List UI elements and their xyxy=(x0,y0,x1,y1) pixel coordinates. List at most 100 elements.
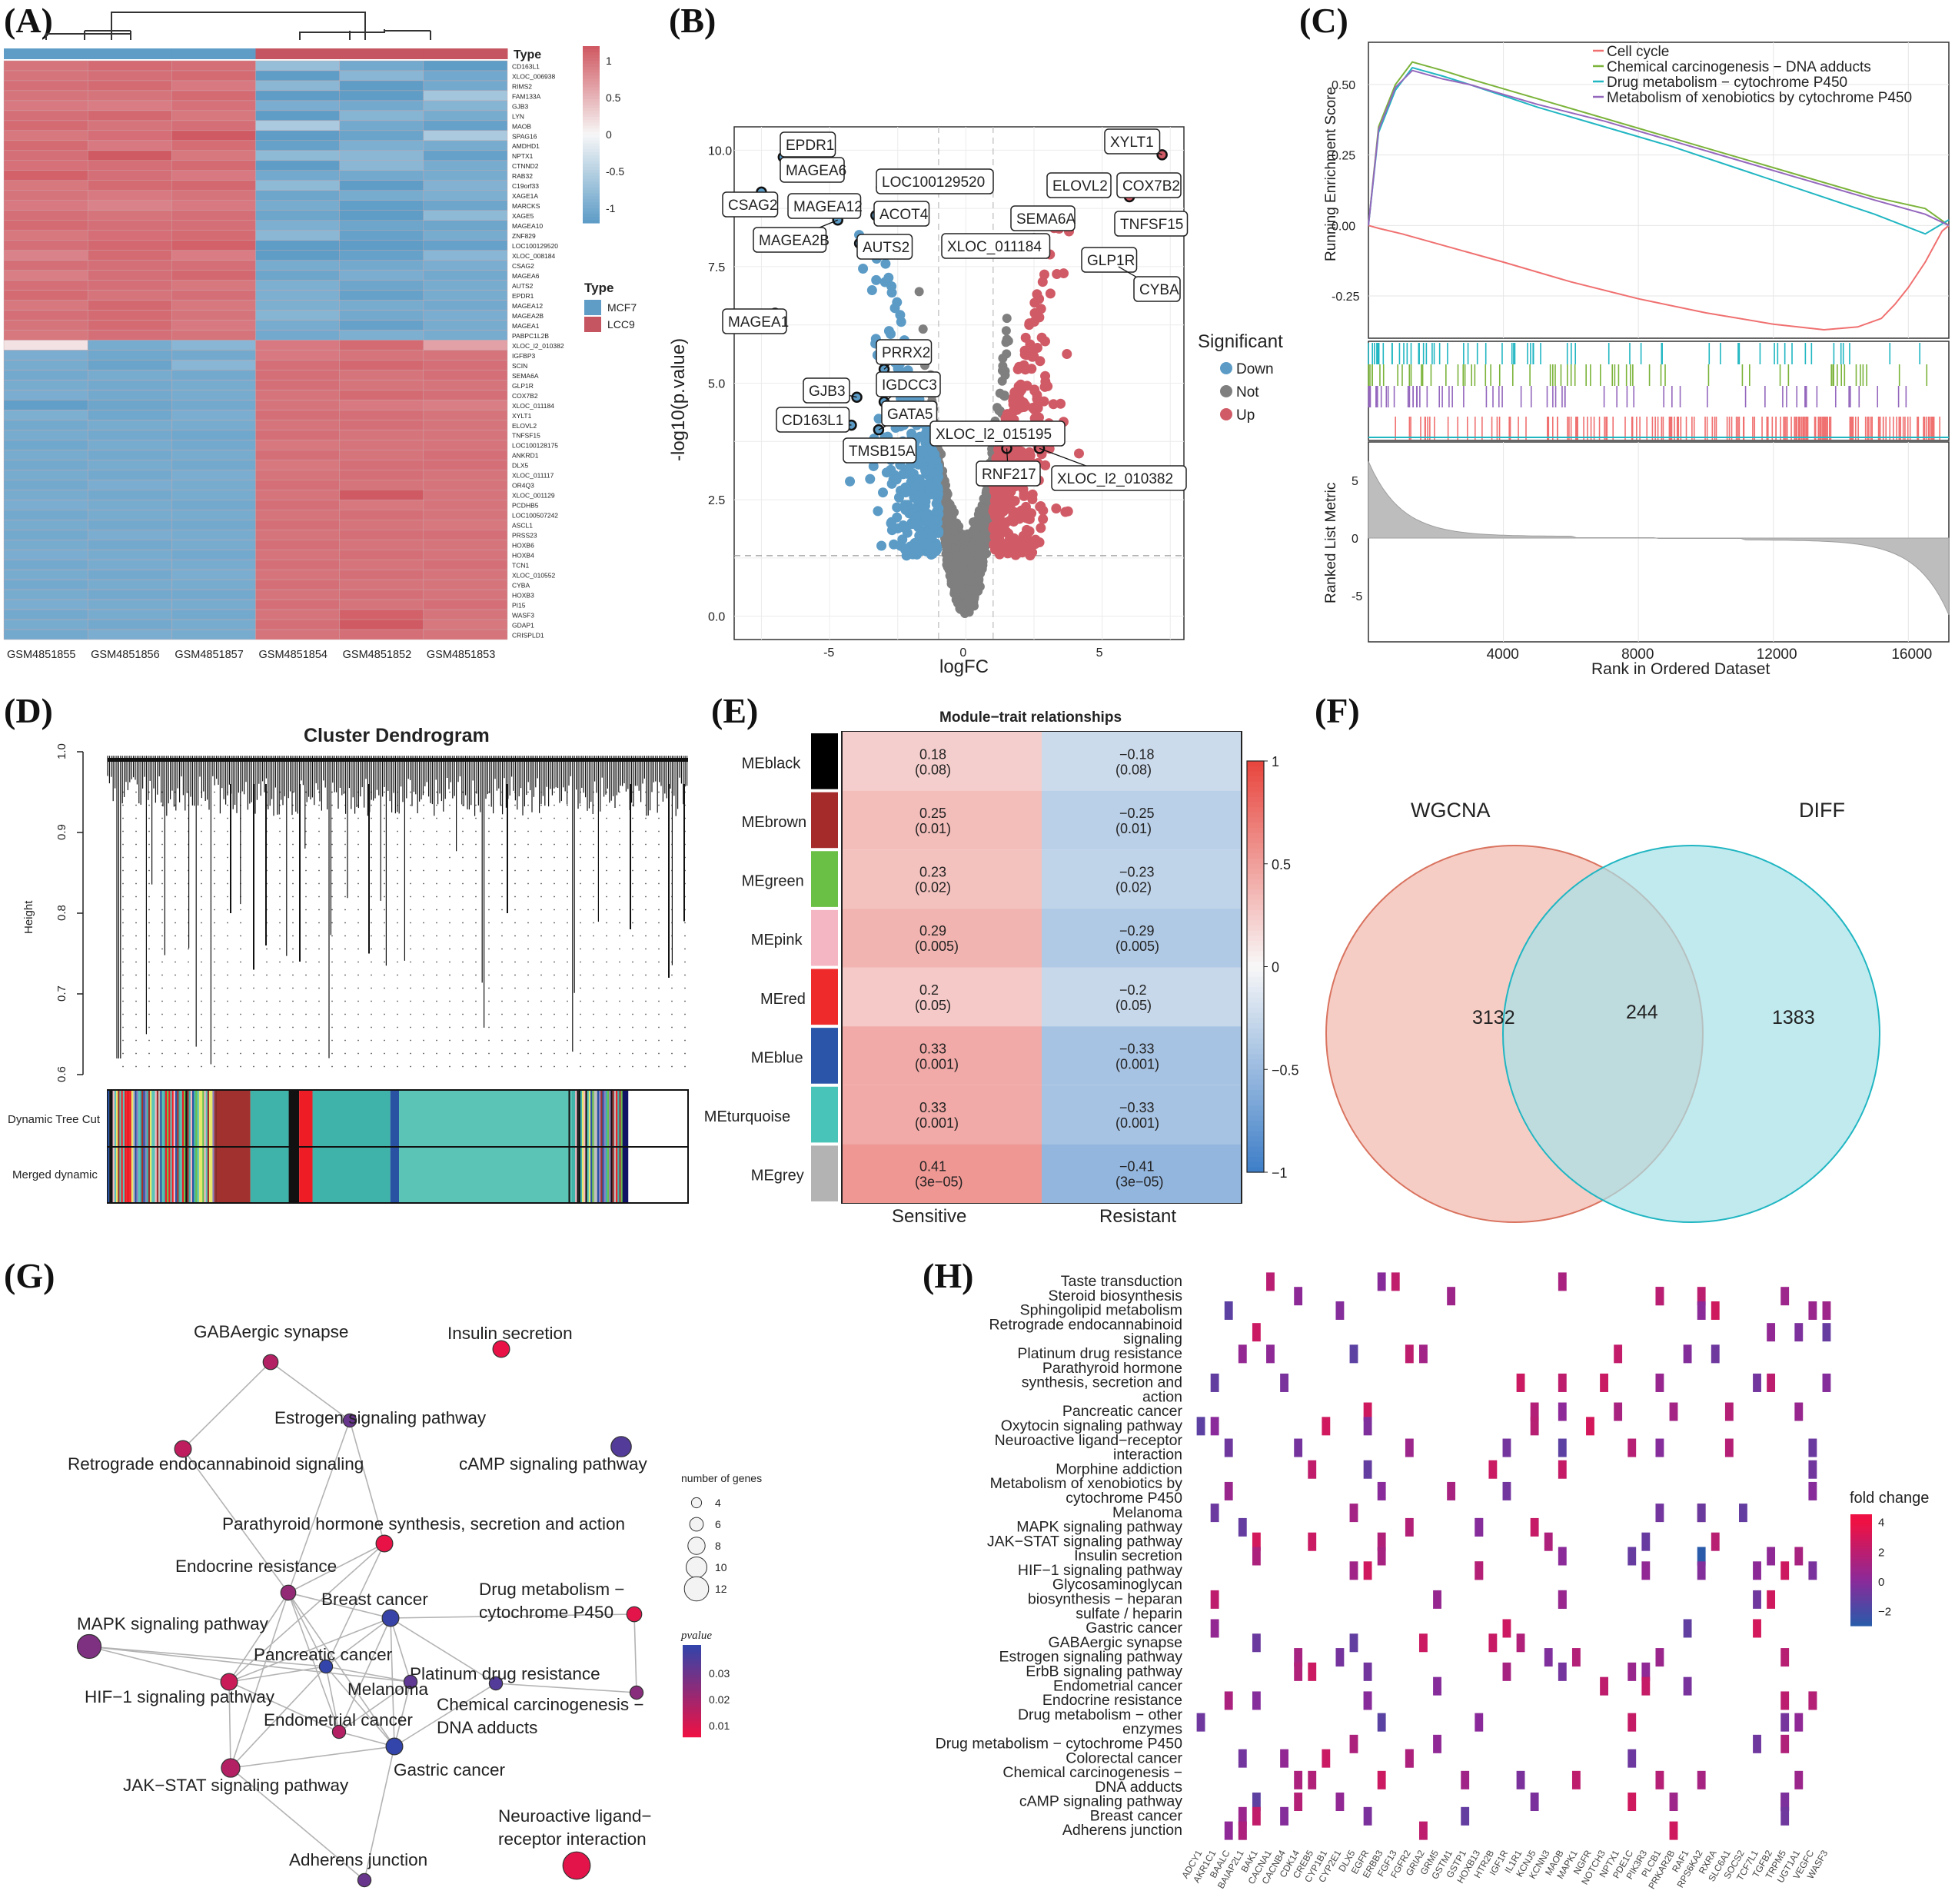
dot xyxy=(175,961,176,963)
dot xyxy=(266,1026,268,1028)
dot xyxy=(122,882,124,885)
dot xyxy=(318,817,320,819)
heatmap-cell xyxy=(171,130,256,141)
color-scale-step xyxy=(583,78,600,82)
heatmap-cell xyxy=(339,520,424,530)
heatmap-cell xyxy=(339,360,424,370)
heatmap-cell xyxy=(3,380,88,390)
heatmap-cell xyxy=(171,599,256,610)
dot xyxy=(188,987,189,989)
point-label: XLOC_l2_010382 xyxy=(1057,471,1173,487)
heatmap-cell xyxy=(87,539,172,550)
heatmap-cell xyxy=(171,350,256,361)
dot xyxy=(554,922,555,924)
point-sig xyxy=(1036,523,1046,533)
dot xyxy=(344,896,346,898)
dot xyxy=(527,843,529,846)
dot xyxy=(606,909,607,911)
dot xyxy=(292,1052,294,1055)
heatmap-cell xyxy=(255,370,340,380)
heatmap-cell xyxy=(423,310,508,321)
dot xyxy=(357,843,359,846)
dot xyxy=(279,1000,281,1002)
dot xyxy=(606,882,607,885)
dot xyxy=(423,1052,424,1055)
dot xyxy=(645,856,647,859)
label-box xyxy=(1051,465,1187,491)
dot xyxy=(357,1000,359,1002)
dot xyxy=(593,856,594,859)
dot xyxy=(122,830,124,832)
dot xyxy=(397,935,398,937)
sample-label: GSM4851855 xyxy=(7,649,75,661)
dot xyxy=(135,974,137,976)
annotation-title: Type xyxy=(514,48,541,61)
dot xyxy=(279,817,281,819)
heatmap-cell xyxy=(255,160,340,171)
dot xyxy=(148,791,150,793)
dot xyxy=(148,1039,150,1042)
dot xyxy=(292,974,294,976)
heatmap-cell xyxy=(3,230,88,241)
dot xyxy=(188,1000,189,1002)
dot xyxy=(410,896,411,898)
heatmap-cell xyxy=(423,240,508,251)
heatmap-cell xyxy=(339,510,424,520)
heatmap-cell xyxy=(255,510,340,520)
point-sig xyxy=(1032,394,1042,404)
dot xyxy=(501,856,503,859)
dot xyxy=(593,909,594,911)
x-tick-label: 16000 xyxy=(1891,646,1932,663)
heatmap-cell xyxy=(339,180,424,191)
dot xyxy=(580,817,581,819)
dot xyxy=(501,909,503,911)
heatmap-cell xyxy=(87,260,172,271)
dot xyxy=(161,817,163,819)
dot xyxy=(292,830,294,832)
heatmap-cell xyxy=(87,240,172,251)
heatmap-cell xyxy=(423,410,508,420)
dot xyxy=(475,961,477,963)
dot xyxy=(527,1039,529,1042)
dot xyxy=(253,1065,254,1068)
legend-dot xyxy=(1220,362,1232,374)
dot xyxy=(240,1052,241,1055)
point-sig xyxy=(1045,288,1056,299)
color-scale-step xyxy=(583,193,600,198)
heatmap-cell xyxy=(339,370,424,380)
label-box xyxy=(1104,128,1161,155)
heatmap-cell xyxy=(171,360,256,370)
dot xyxy=(527,856,529,859)
dot xyxy=(397,1026,398,1028)
dot xyxy=(148,935,150,937)
dot xyxy=(161,830,163,832)
dot xyxy=(253,1039,254,1042)
dot xyxy=(514,1052,516,1055)
heatmap-cell xyxy=(339,400,424,410)
point-sig xyxy=(1026,343,1037,354)
dot xyxy=(318,909,320,911)
point-not xyxy=(995,388,1005,398)
heatmap-cell xyxy=(3,220,88,231)
dot xyxy=(593,843,594,846)
dot xyxy=(122,817,124,819)
point-sig xyxy=(895,310,906,321)
dot xyxy=(423,987,424,989)
dot xyxy=(619,1039,620,1042)
dot xyxy=(645,869,647,872)
dot xyxy=(331,869,333,872)
dot xyxy=(488,1052,490,1055)
gene-label: XLOC_010552 xyxy=(512,572,556,580)
dot xyxy=(148,882,150,885)
heatmap-cell xyxy=(171,250,256,261)
point-not xyxy=(959,587,969,597)
dot xyxy=(423,1026,424,1028)
gene-label: FAM133A xyxy=(512,92,541,100)
dot xyxy=(175,843,176,846)
color-scale-step xyxy=(583,69,600,74)
dot xyxy=(357,882,359,885)
dot xyxy=(514,817,516,819)
dot xyxy=(397,869,398,872)
dot xyxy=(331,804,333,806)
dot xyxy=(266,1000,268,1002)
